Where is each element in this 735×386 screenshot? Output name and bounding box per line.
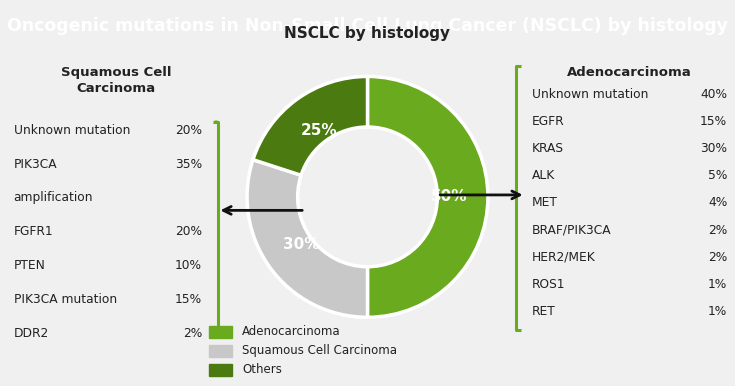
Text: Others: Others [242,363,282,376]
Text: 30%: 30% [700,142,728,155]
Text: 30%: 30% [283,237,320,252]
Text: Adenocarcinoma: Adenocarcinoma [567,66,692,79]
Text: 35%: 35% [175,157,202,171]
Text: FGFR1: FGFR1 [14,225,53,239]
Bar [209,364,232,376]
Text: Squamous Cell
Carcinoma: Squamous Cell Carcinoma [61,66,171,95]
Text: MET: MET [531,196,558,210]
Text: 2%: 2% [708,224,728,237]
Text: 5%: 5% [708,169,728,182]
Title: NSCLC by histology: NSCLC by histology [284,26,451,41]
Text: 20%: 20% [175,225,202,239]
Text: BRAF/PIK3CA: BRAF/PIK3CA [531,224,612,237]
Text: Squamous Cell Carcinoma: Squamous Cell Carcinoma [242,344,397,357]
Text: 2%: 2% [183,327,202,340]
Text: 50%: 50% [431,190,467,204]
Text: PTEN: PTEN [14,259,46,272]
Wedge shape [368,76,488,317]
Text: ALK: ALK [531,169,555,182]
Text: 40%: 40% [700,88,728,100]
Wedge shape [247,160,368,317]
Text: PIK3CA: PIK3CA [14,157,57,171]
Text: Unknown mutation: Unknown mutation [531,88,648,100]
Text: 4%: 4% [708,196,728,210]
Bar [209,345,232,357]
Text: amplification: amplification [14,191,93,205]
Text: 25%: 25% [301,123,337,138]
Text: 1%: 1% [708,305,728,318]
Text: Adenocarcinoma: Adenocarcinoma [242,325,341,338]
Text: 1%: 1% [708,278,728,291]
Text: EGFR: EGFR [531,115,564,128]
Text: DDR2: DDR2 [14,327,49,340]
Text: HER2/MEK: HER2/MEK [531,251,595,264]
Text: 20%: 20% [175,124,202,137]
Text: 15%: 15% [175,293,202,306]
Wedge shape [253,76,368,175]
Text: 10%: 10% [175,259,202,272]
Text: 2%: 2% [708,251,728,264]
Text: 15%: 15% [700,115,728,128]
Text: ROS1: ROS1 [531,278,565,291]
Text: Unknown mutation: Unknown mutation [14,124,130,137]
Text: Oncogenic mutations in Non-Small Cell Lung Cancer (NSCLC) by histology: Oncogenic mutations in Non-Small Cell Lu… [7,17,728,35]
Text: PIK3CA mutation: PIK3CA mutation [14,293,117,306]
Bar [209,326,232,338]
Text: KRAS: KRAS [531,142,564,155]
Text: RET: RET [531,305,556,318]
